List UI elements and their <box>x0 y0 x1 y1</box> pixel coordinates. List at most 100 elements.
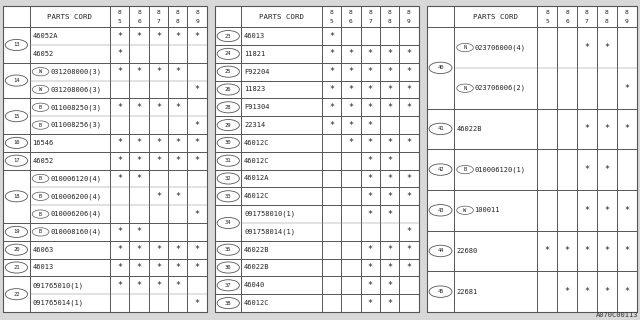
Text: W: W <box>463 208 467 213</box>
Text: 9: 9 <box>195 19 199 24</box>
Circle shape <box>32 174 49 183</box>
Text: 35: 35 <box>225 247 232 252</box>
Text: 46022B: 46022B <box>244 265 269 270</box>
Text: *: * <box>368 210 372 219</box>
Text: *: * <box>136 67 141 76</box>
Circle shape <box>32 103 49 111</box>
Text: *: * <box>348 67 353 76</box>
Text: *: * <box>368 281 372 290</box>
Text: *: * <box>584 206 589 215</box>
Text: 100011: 100011 <box>475 207 500 213</box>
Text: 33: 33 <box>225 194 232 199</box>
Text: 010006206(4): 010006206(4) <box>50 211 101 217</box>
Text: *: * <box>156 103 161 112</box>
Text: *: * <box>195 263 200 272</box>
Text: 010006200(4): 010006200(4) <box>50 193 101 200</box>
Circle shape <box>457 165 474 174</box>
Circle shape <box>217 66 239 77</box>
Text: *: * <box>584 43 589 52</box>
Text: *: * <box>175 245 180 254</box>
Text: B: B <box>39 212 42 217</box>
Text: 010008160(4): 010008160(4) <box>50 229 101 235</box>
Text: *: * <box>368 103 372 112</box>
Text: *: * <box>175 263 180 272</box>
Text: *: * <box>117 32 122 41</box>
Text: 8: 8 <box>605 19 609 24</box>
Text: 8: 8 <box>625 10 628 15</box>
Text: *: * <box>625 246 629 255</box>
Text: *: * <box>406 103 412 112</box>
Circle shape <box>217 298 239 309</box>
Circle shape <box>457 206 474 214</box>
Text: 5: 5 <box>545 19 549 24</box>
Circle shape <box>217 155 239 166</box>
Circle shape <box>5 262 28 273</box>
Text: 010006120(1): 010006120(1) <box>475 166 525 173</box>
Text: 36: 36 <box>225 265 232 270</box>
Circle shape <box>5 39 28 51</box>
Circle shape <box>5 75 28 86</box>
Text: 38: 38 <box>225 300 232 306</box>
Text: 23: 23 <box>225 34 232 39</box>
Circle shape <box>5 111 28 122</box>
Text: 42: 42 <box>437 167 444 172</box>
Text: *: * <box>584 165 589 174</box>
Text: *: * <box>195 210 200 219</box>
Circle shape <box>5 244 28 255</box>
Circle shape <box>429 62 452 74</box>
Text: *: * <box>406 245 412 254</box>
Text: 46052A: 46052A <box>32 33 58 39</box>
Text: 44: 44 <box>437 248 444 253</box>
Text: F91304: F91304 <box>244 104 269 110</box>
Text: 5: 5 <box>330 19 333 24</box>
Text: *: * <box>156 156 161 165</box>
Text: *: * <box>136 245 141 254</box>
Text: *: * <box>604 206 609 215</box>
Text: *: * <box>387 299 392 308</box>
Circle shape <box>217 102 239 113</box>
Text: 46063: 46063 <box>32 247 54 253</box>
Text: *: * <box>329 49 334 58</box>
Text: *: * <box>136 32 141 41</box>
Text: *: * <box>156 192 161 201</box>
Text: *: * <box>117 263 122 272</box>
Text: *: * <box>387 156 392 165</box>
Text: F92204: F92204 <box>244 69 269 75</box>
Text: 46012C: 46012C <box>244 300 269 306</box>
Text: B: B <box>39 229 42 234</box>
Text: *: * <box>368 299 372 308</box>
Text: *: * <box>387 174 392 183</box>
Text: PARTS CORD: PARTS CORD <box>259 14 304 20</box>
Text: 8: 8 <box>605 10 609 15</box>
Circle shape <box>217 30 239 42</box>
Text: 031208006(3): 031208006(3) <box>50 86 101 93</box>
Text: 16546: 16546 <box>32 140 54 146</box>
Text: 37: 37 <box>225 283 232 288</box>
Text: *: * <box>156 138 161 148</box>
Text: *: * <box>329 103 334 112</box>
Text: *: * <box>387 49 392 58</box>
Circle shape <box>217 244 239 255</box>
Text: *: * <box>387 85 392 94</box>
Text: 28: 28 <box>225 105 232 110</box>
Text: *: * <box>348 121 353 130</box>
Text: 023706006(2): 023706006(2) <box>475 85 525 92</box>
Circle shape <box>32 192 49 200</box>
Text: *: * <box>329 32 334 41</box>
Circle shape <box>429 286 452 297</box>
Text: 30: 30 <box>225 140 232 145</box>
Text: PARTS CORD: PARTS CORD <box>47 14 92 20</box>
Text: *: * <box>625 206 629 215</box>
Text: A070C00113: A070C00113 <box>596 312 638 318</box>
Text: N: N <box>463 86 467 91</box>
Text: 091758010(1): 091758010(1) <box>244 211 295 217</box>
Text: *: * <box>175 281 180 290</box>
Circle shape <box>5 137 28 148</box>
Text: 31: 31 <box>225 158 232 163</box>
Text: *: * <box>368 121 372 130</box>
Text: *: * <box>406 138 412 148</box>
Text: 26: 26 <box>225 87 232 92</box>
Text: *: * <box>117 174 122 183</box>
Text: *: * <box>117 245 122 254</box>
Text: *: * <box>136 174 141 183</box>
